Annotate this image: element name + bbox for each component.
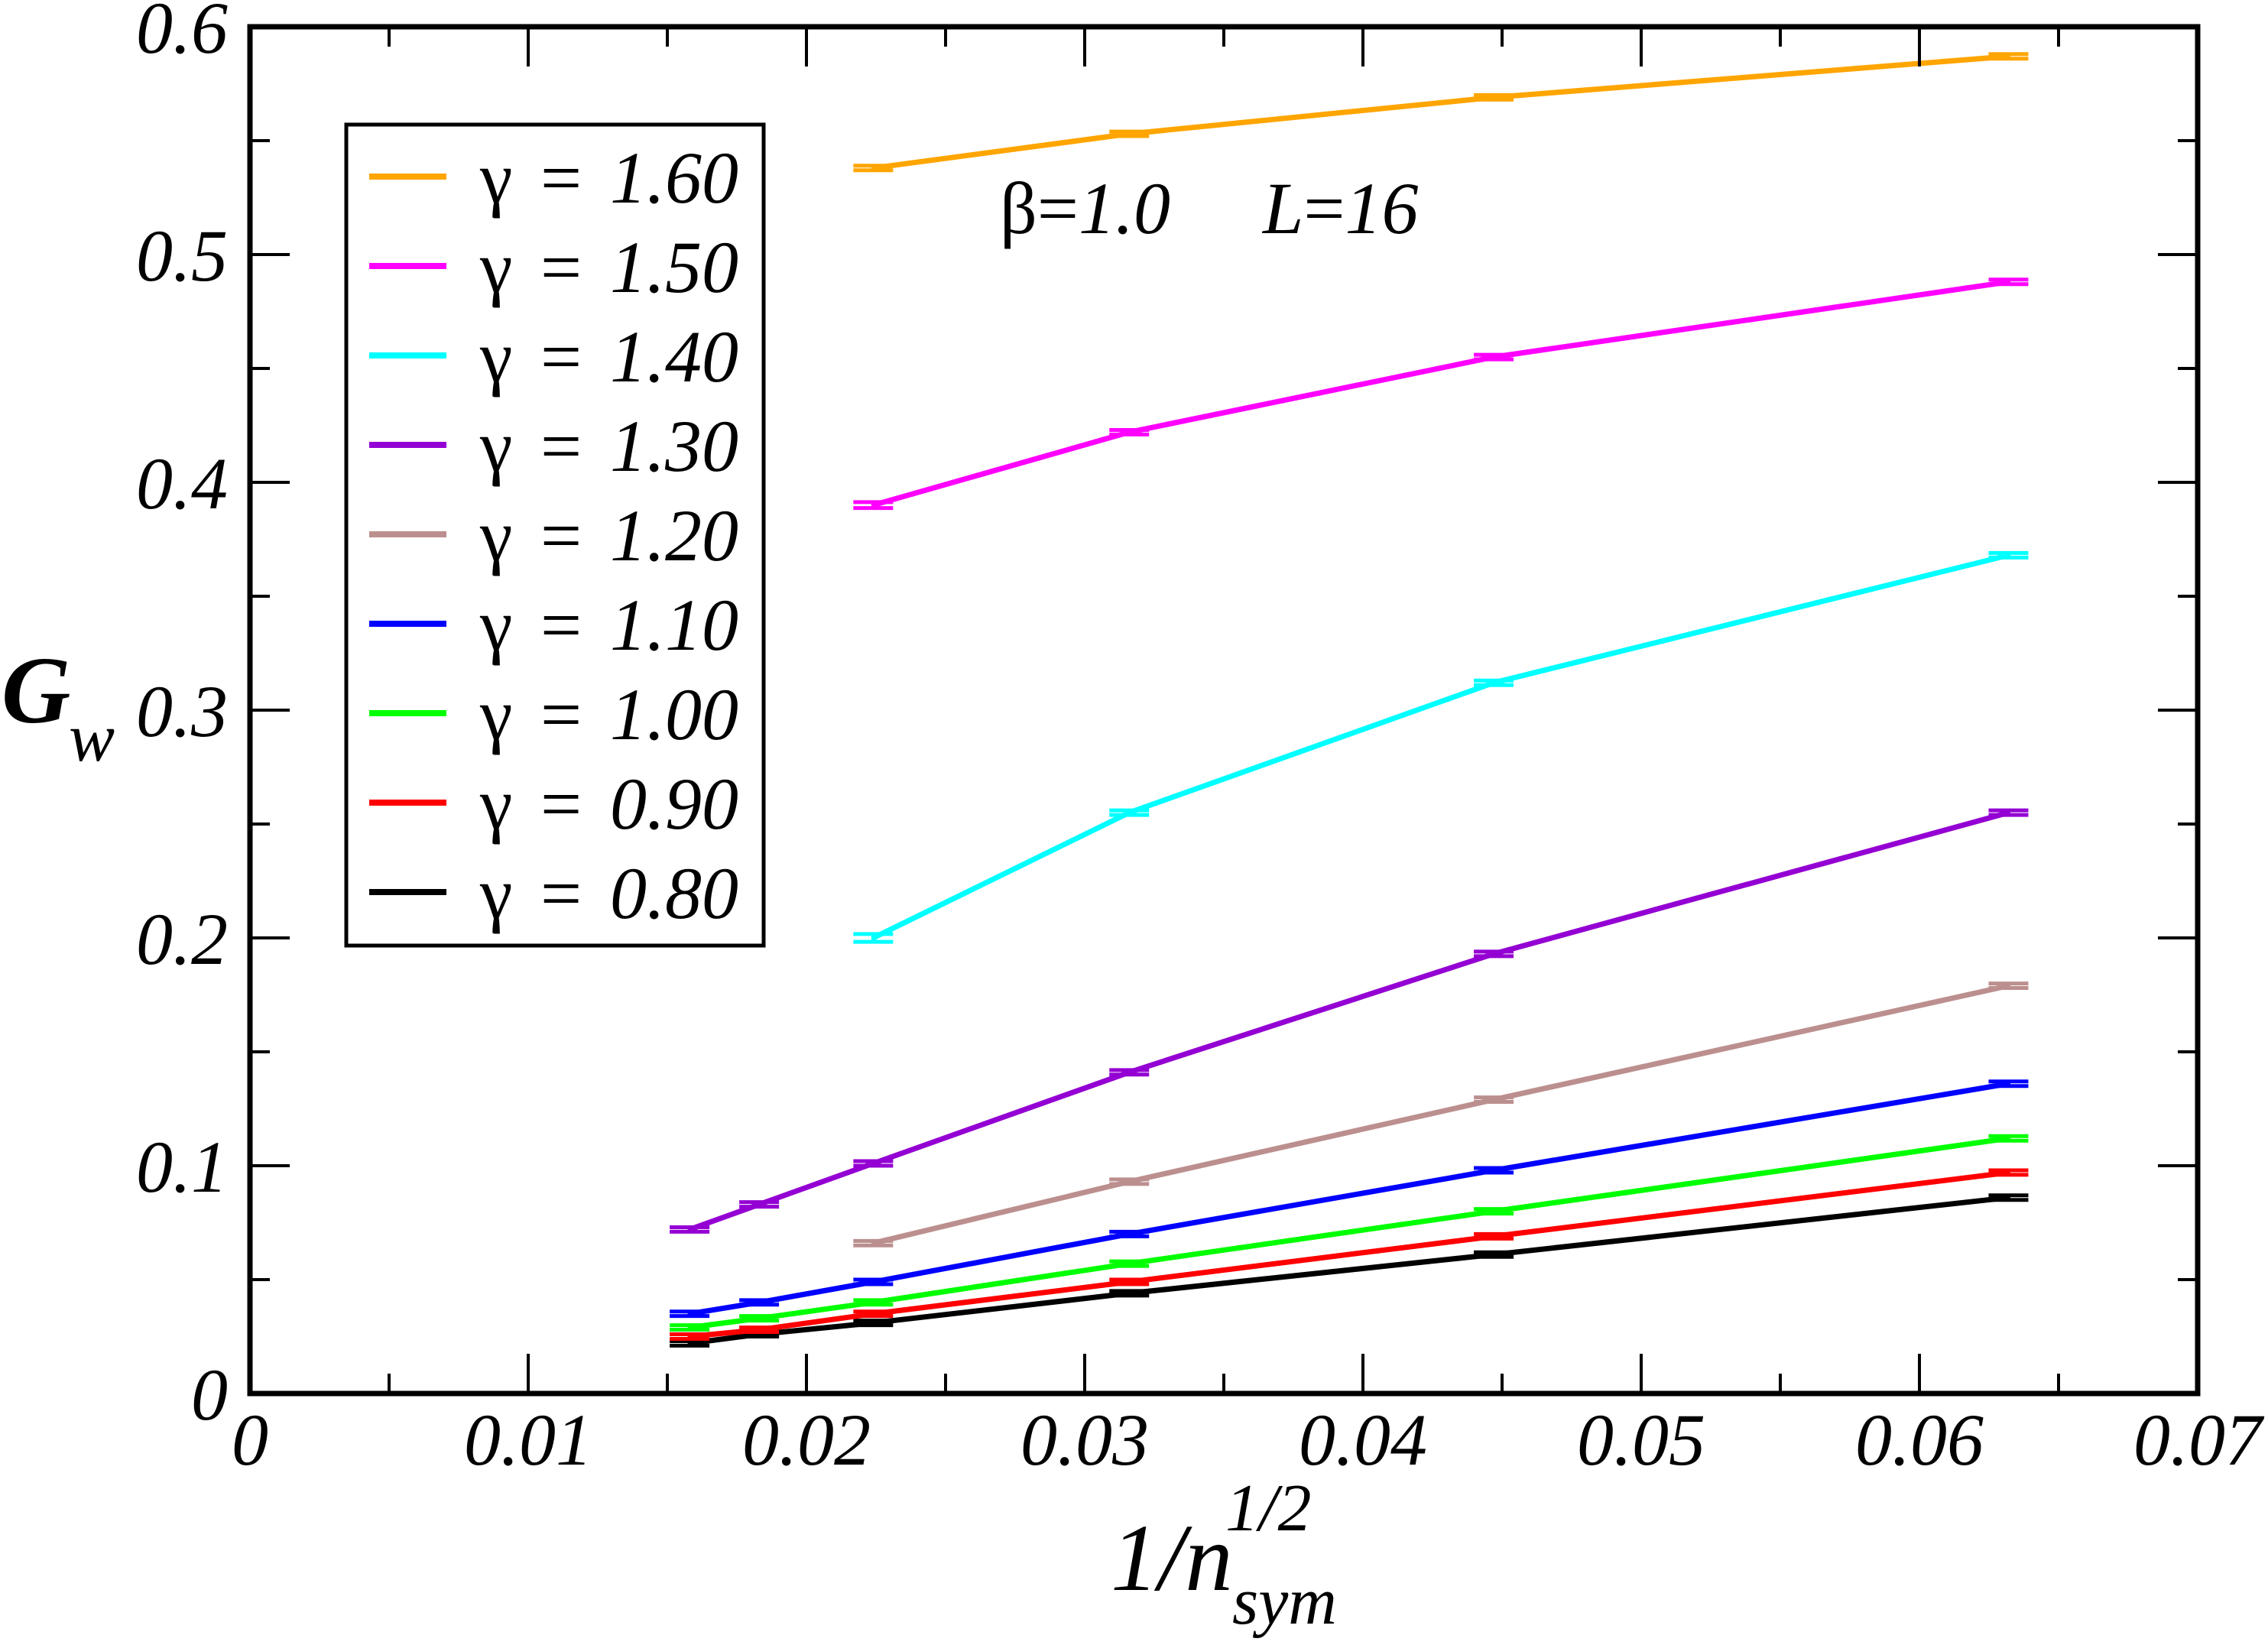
legend-entry: γ = 1.40 bbox=[369, 316, 738, 397]
legend-entry: γ = 1.60 bbox=[369, 137, 738, 219]
y-tick-label: 0.5 bbox=[136, 215, 228, 297]
legend-label: γ = 1.10 bbox=[479, 584, 738, 666]
x-tick-label: 0.03 bbox=[1020, 1399, 1149, 1481]
series-line bbox=[872, 983, 2010, 1246]
legend-entry: γ = 1.10 bbox=[369, 584, 738, 666]
legend-label: γ = 0.90 bbox=[479, 763, 738, 845]
y-axis-label: G w bbox=[2, 638, 115, 776]
y-tick-label: 0.6 bbox=[136, 0, 228, 69]
legend-label: γ = 1.30 bbox=[479, 405, 738, 487]
y-axis-label-subscript: w bbox=[69, 700, 115, 776]
x-tick-label: 0.07 bbox=[2133, 1399, 2265, 1481]
x-axis-label: 1/n 1/2 sym bbox=[1111, 1471, 1337, 1639]
legend-label: γ = 1.20 bbox=[479, 495, 738, 576]
series-0.90 bbox=[670, 1168, 2029, 1341]
series-1.10 bbox=[670, 1079, 2029, 1319]
legend-label: γ = 0.80 bbox=[479, 852, 738, 934]
legend-entry: γ = 0.90 bbox=[369, 763, 738, 845]
x-tick-label: 0.01 bbox=[464, 1399, 592, 1481]
series-1.00 bbox=[670, 1134, 2029, 1332]
y-axis-label-base: G bbox=[2, 638, 70, 744]
series-line bbox=[872, 54, 2009, 171]
legend-entry: γ = 1.20 bbox=[369, 495, 738, 576]
y-tick-label: 0 bbox=[191, 1354, 228, 1436]
x-axis-label-base: 1/n bbox=[1111, 1506, 1233, 1611]
legend-entry: γ = 0.80 bbox=[369, 852, 738, 934]
x-tick-label: 0.05 bbox=[1577, 1399, 1705, 1481]
y-tick-label: 0.2 bbox=[136, 898, 228, 980]
x-axis-label-subscript: sym bbox=[1232, 1565, 1337, 1639]
legend-label: γ = 1.00 bbox=[479, 673, 738, 755]
annotation-system-size: L=16 bbox=[1261, 167, 1419, 249]
x-tick-label: 0.04 bbox=[1299, 1399, 1427, 1481]
annotation-beta: β=1.0 bbox=[1000, 167, 1170, 249]
x-tick-label: 0.02 bbox=[742, 1399, 871, 1481]
series-1.60 bbox=[853, 52, 2029, 173]
series-line bbox=[871, 553, 2010, 941]
series-line bbox=[872, 279, 2010, 508]
x-tick-label: 0.06 bbox=[1855, 1399, 1984, 1481]
legend-label: γ = 1.40 bbox=[479, 316, 738, 397]
legend-entry: γ = 1.00 bbox=[369, 673, 738, 755]
x-axis-label-superscript: 1/2 bbox=[1225, 1471, 1311, 1546]
y-tick-label: 0.1 bbox=[136, 1126, 228, 1208]
series-1.50 bbox=[853, 277, 2029, 511]
series-1.40 bbox=[853, 550, 2029, 944]
axes-ticks: 0 0.01 0.02 0.03 0.04 0.05 0.06 0.07 0 0.1 0.2 0.3 0… bbox=[136, 0, 2265, 1481]
legend-label: γ = 1.50 bbox=[479, 226, 738, 308]
legend-label: γ = 1.60 bbox=[479, 137, 738, 219]
x-tick-label: 0 bbox=[232, 1399, 268, 1481]
y-tick-label: 0.4 bbox=[136, 443, 228, 524]
legend-entry: γ = 1.30 bbox=[369, 405, 738, 487]
legend: γ = 1.60γ = 1.50γ = 1.40γ = 1.30γ = 1.20… bbox=[344, 122, 766, 948]
plot-frame bbox=[247, 24, 2201, 1397]
series-1.20 bbox=[853, 981, 2029, 1248]
series-line bbox=[688, 810, 2010, 1232]
legend-entry: γ = 1.50 bbox=[369, 226, 738, 308]
series-layer bbox=[670, 52, 2029, 1348]
y-tick-label: 0.3 bbox=[136, 670, 228, 752]
series-1.30 bbox=[670, 808, 2029, 1234]
